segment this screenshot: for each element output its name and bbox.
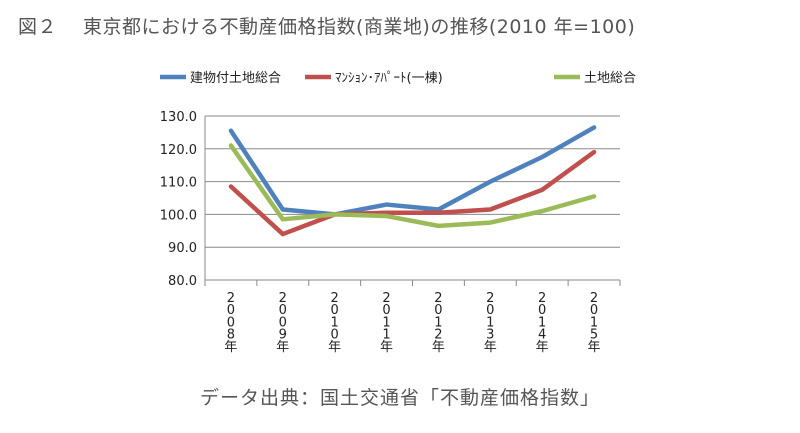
figure-number: 図２	[18, 16, 58, 38]
legend: 建物付土地総合 ﾏﾝｼｮﾝ･ｱﾊﾟｰﾄ(一棟) 土地総合	[160, 71, 636, 86]
figure-title-text: 東京都における不動産価格指数(商業地)の推移(2010 年=100)	[83, 16, 636, 38]
source-note: データ出典：国土交通省「不動産価格指数」	[199, 387, 600, 409]
series-line-1	[228, 125, 597, 217]
series-line-3	[228, 143, 597, 229]
y-axis-ticks: 80.0 90.0 100.0 110.0 120.0 130.0	[160, 110, 197, 289]
legend-label: 土地総合	[584, 71, 636, 86]
grid-lines	[205, 115, 620, 248]
series-line-2	[228, 149, 597, 237]
y-tick-label: 120.0	[160, 143, 197, 158]
y-tick-label: 90.0	[168, 241, 197, 256]
figure-title: 図２ 東京都における不動産価格指数(商業地)の推移(2010 年=100)	[18, 12, 635, 39]
y-tick-label: 80.0	[168, 274, 197, 289]
y-tick-label: 100.0	[160, 208, 197, 223]
y-tick-label: 110.0	[160, 176, 197, 191]
x-axis-ticks: 2 0 0 8 年 2 0 0 9 年 2 0 1 0 年 2 0 1 1 年 2 0 1 2 年 2 0 1 3 年 2 0 1 4 年 2 0 1 5 年	[224, 291, 600, 355]
y-tick-label: 130.0	[160, 110, 197, 125]
legend-label: ﾏﾝｼｮﾝ･ｱﾊﾟｰﾄ(一棟)	[335, 71, 443, 86]
legend-label: 建物付土地総合	[190, 71, 281, 86]
chart-axes	[204, 116, 621, 286]
series-lines	[228, 125, 597, 237]
